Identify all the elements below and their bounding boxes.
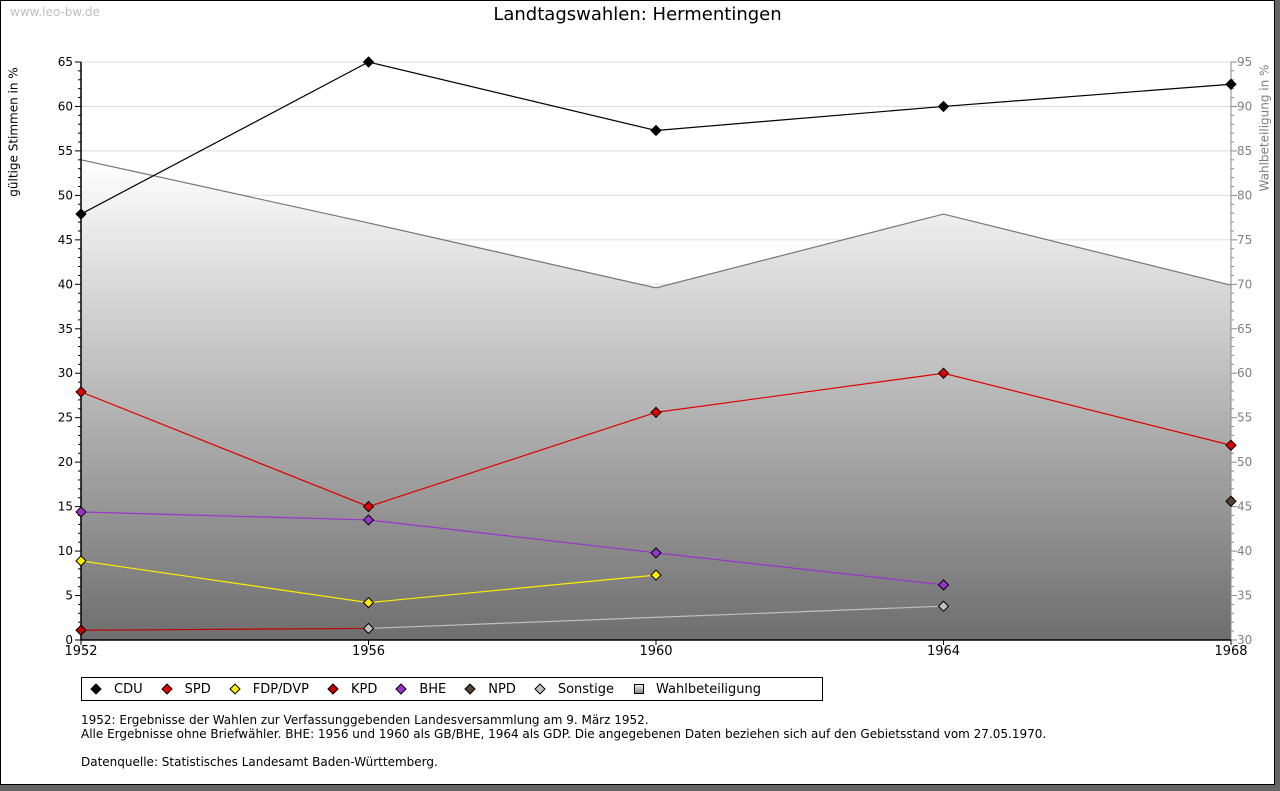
data-point-cdu bbox=[650, 124, 662, 137]
data-point-bhe bbox=[937, 579, 950, 591]
legend-item: BHE bbox=[395, 681, 447, 697]
chart-title: Landtagswahlen: Hermentingen bbox=[493, 4, 782, 25]
y-tick-label: 10 bbox=[58, 544, 73, 558]
data-point-fdpdvp bbox=[650, 569, 662, 581]
y-right-tick-label: 85 bbox=[1237, 144, 1252, 158]
data-point-fdpdvp bbox=[75, 555, 87, 567]
y-tick-label: 65 bbox=[58, 55, 73, 69]
legend-marker-icon bbox=[534, 683, 546, 695]
legend-item: Sonstige bbox=[534, 681, 615, 697]
notes: 1952: Ergebnisse der Wahlen zur Verfassu… bbox=[81, 713, 1046, 769]
series-line-bhe bbox=[80, 511, 944, 586]
legend-label: SPD bbox=[184, 681, 211, 697]
y-tick-label: 35 bbox=[58, 322, 73, 336]
x-tick-label: 1956 bbox=[352, 644, 385, 659]
y-right-tick-label: 40 bbox=[1237, 544, 1252, 558]
data-point-cdu bbox=[937, 100, 950, 113]
x-tick-label: 1952 bbox=[64, 644, 97, 659]
note-line: Datenquelle: Statistisches Landesamt Bad… bbox=[81, 755, 438, 769]
data-point-bhe bbox=[75, 506, 87, 518]
y-right-tick-label: 60 bbox=[1237, 366, 1252, 380]
series-line-sonstige bbox=[368, 605, 944, 630]
data-point-bhe bbox=[362, 514, 375, 526]
legend-item: Wahlbeteiligung bbox=[634, 682, 761, 697]
y-tick-label: 60 bbox=[58, 99, 73, 113]
legend-item: FDP/DVP bbox=[229, 681, 309, 697]
data-point-spd bbox=[1225, 439, 1237, 451]
x-tick-label: 1960 bbox=[639, 644, 672, 659]
data-point-bhe bbox=[650, 547, 662, 559]
y-tick-label: 55 bbox=[58, 144, 73, 158]
legend-marker-icon bbox=[229, 683, 241, 695]
y-right-tick-label: 70 bbox=[1237, 277, 1252, 291]
y-tick-label: 30 bbox=[58, 366, 73, 380]
y-tick-label: 5 bbox=[65, 589, 73, 603]
data-point-spd bbox=[650, 406, 662, 419]
y-right-tick-label: 55 bbox=[1237, 411, 1252, 425]
y-right-tick-label: 30 bbox=[1237, 633, 1252, 647]
data-point-sonstige bbox=[362, 622, 375, 635]
series-line-cdu bbox=[80, 61, 1232, 215]
turnout-line bbox=[80, 159, 1232, 289]
y-tick-label: 0 bbox=[65, 633, 73, 647]
watermark: www.leo-bw.de bbox=[10, 5, 100, 19]
legend-label: FDP/DVP bbox=[252, 681, 309, 697]
y-right-tick-label: 50 bbox=[1237, 455, 1252, 469]
y-right-tick-label: 75 bbox=[1237, 233, 1252, 247]
note-line bbox=[81, 741, 1046, 755]
data-point-cdu bbox=[75, 208, 87, 220]
data-point-npd bbox=[1225, 495, 1237, 507]
y-tick-label: 45 bbox=[58, 233, 73, 247]
data-point-cdu bbox=[362, 56, 375, 68]
legend-label: KPD bbox=[350, 681, 378, 697]
legend-marker-icon bbox=[327, 683, 339, 695]
legend-box-icon bbox=[634, 684, 645, 694]
y-right-tick-label: 80 bbox=[1237, 188, 1252, 202]
legend-item: KPD bbox=[327, 681, 378, 697]
y-right-tick-label: 65 bbox=[1237, 322, 1252, 336]
legend-label: NPD bbox=[488, 681, 516, 697]
legend-item: CDU bbox=[90, 681, 143, 697]
y-tick-label: 50 bbox=[58, 188, 73, 202]
note-line: Alle Ergebnisse ohne Briefwähler. BHE: 1… bbox=[81, 727, 1047, 741]
y-right-tick-label: 95 bbox=[1237, 55, 1252, 69]
turnout-area bbox=[80, 159, 1232, 641]
x-tick-label: 1968 bbox=[1214, 644, 1247, 659]
data-point-cdu bbox=[1225, 78, 1237, 90]
data-point-sonstige bbox=[937, 600, 950, 612]
series-line-kpd bbox=[80, 627, 369, 631]
legend-marker-icon bbox=[90, 683, 102, 695]
data-point-spd bbox=[937, 367, 950, 379]
legend-label: Sonstige bbox=[557, 681, 615, 697]
data-point-fdpdvp bbox=[362, 596, 375, 609]
y-right-tick-label: 90 bbox=[1237, 99, 1252, 113]
y-tick-label: 20 bbox=[58, 455, 73, 469]
legend: CDU SPD FDP/DVP KPD BHE NPD Sonstige Wahlbeteil… bbox=[81, 677, 823, 701]
y-tick-label: 40 bbox=[58, 277, 73, 291]
y-right-tick-label: 35 bbox=[1237, 589, 1252, 603]
legend-marker-icon bbox=[395, 683, 407, 695]
legend-item: NPD bbox=[464, 681, 516, 697]
legend-marker-icon bbox=[160, 683, 173, 695]
data-point-kpd bbox=[75, 624, 87, 636]
legend-label: CDU bbox=[114, 681, 143, 697]
legend-label: Wahlbeteiligung bbox=[656, 681, 762, 697]
x-tick-label: 1964 bbox=[927, 644, 960, 659]
series-markers bbox=[75, 56, 1237, 636]
note-line: 1952: Ergebnisse der Wahlen zur Verfassu… bbox=[81, 713, 649, 727]
data-point-spd bbox=[362, 500, 375, 513]
y-right-tick-label: 45 bbox=[1237, 500, 1252, 514]
chart-plot: 0 5 10 15 20 25 30 35 40 45 50 55 60 65 30 35 40 45 50 55 60… bbox=[58, 55, 1253, 659]
y-tick-label: 25 bbox=[58, 411, 73, 425]
legend-marker-icon bbox=[464, 683, 476, 695]
axes: 0 5 10 15 20 25 30 35 40 45 50 55 60 65 30 35 40 45 50 55 60… bbox=[58, 55, 1253, 659]
y-tick-label: 15 bbox=[58, 500, 73, 514]
data-point-spd bbox=[75, 386, 87, 398]
turnout-area-fill bbox=[81, 159, 1231, 641]
legend-item: SPD bbox=[160, 681, 211, 697]
legend-label: BHE bbox=[419, 681, 447, 697]
